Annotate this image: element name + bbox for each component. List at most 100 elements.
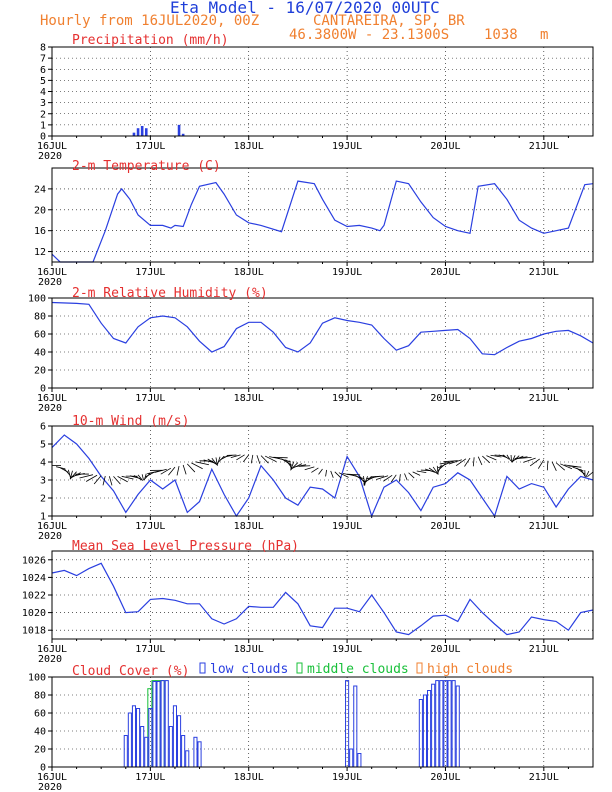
- rh-xtick-label: 20JUL: [430, 393, 460, 404]
- wind-arrow: [298, 465, 311, 467]
- precip-ytick-label: 0: [40, 132, 46, 143]
- wind-arrow: [256, 455, 261, 464]
- pressure-xtick-label: 20JUL: [430, 644, 460, 655]
- wind-arrow: [355, 474, 366, 483]
- pressure-ytick-label: 1022: [22, 591, 46, 602]
- wind-arrow: [108, 476, 113, 486]
- low-cloud-bar: [181, 735, 186, 768]
- wind-arrow: [443, 460, 458, 463]
- rh-xtick-label: 16JUL: [37, 393, 67, 404]
- wind-arrow: [334, 471, 342, 479]
- precip-bar: [132, 132, 136, 136]
- cloud-frame: [51, 676, 594, 768]
- pressure-ytick-label: 1020: [22, 608, 46, 619]
- wind-arrow: [63, 468, 71, 476]
- wind-arrow: [325, 469, 327, 477]
- wind-arrow: [242, 454, 250, 463]
- wind-arrow: [273, 456, 288, 459]
- pressure-xtick-label: 19JUL: [332, 644, 362, 655]
- wind-arrow: [437, 462, 450, 469]
- low-cloud-bar: [185, 750, 190, 768]
- cloud-ytick-label: 100: [28, 673, 46, 684]
- cloud-ytick-label: 40: [34, 727, 46, 738]
- wind-xtick-label: 19JUL: [332, 521, 362, 532]
- precip-year-label: 2020: [38, 151, 62, 162]
- cloud-xtick-label: 16JUL: [37, 772, 67, 783]
- wind-arrow: [514, 456, 528, 460]
- legend-swatch-0: [199, 662, 206, 674]
- wind-xtick-label: 18JUL: [234, 521, 264, 532]
- temp-year-label: 2020: [38, 277, 62, 288]
- cloud-xtick-label: 21JUL: [529, 772, 559, 783]
- pressure-xtick-label: 21JUL: [529, 644, 559, 655]
- wind-arrow: [137, 474, 144, 481]
- rh-year-label: 2020: [38, 403, 62, 414]
- elevation-value: 1038: [484, 27, 518, 43]
- precip-bar: [140, 125, 144, 136]
- low-cloud-bar: [152, 681, 157, 768]
- temp-series-line: [51, 180, 594, 263]
- low-cloud-bar: [172, 705, 178, 768]
- wind-arrow: [537, 459, 545, 469]
- precip-bar: [177, 124, 181, 136]
- wind-panel-title: 10-m Wind (m/s): [72, 414, 189, 429]
- low-cloud-bar: [197, 741, 202, 768]
- legend-swatch-2: [416, 662, 423, 674]
- pressure-series-line: [51, 562, 594, 636]
- wind-arrow: [133, 475, 143, 481]
- temp-ytick-label: 20: [34, 205, 46, 216]
- precip-ytick-label: 7: [40, 54, 46, 65]
- precip-ytick-label: 3: [40, 98, 46, 109]
- chart-title: Eta Model - 16/07/2020 00UTC: [170, 0, 440, 17]
- coordinates-label: 46.3800W - 23.1300S: [289, 27, 450, 43]
- wind-arrow: [370, 475, 385, 478]
- wind-arrow: [113, 476, 121, 485]
- low-cloud-bar: [131, 705, 137, 768]
- low-cloud-bar: [140, 726, 145, 768]
- wind-arrow: [215, 457, 218, 466]
- precip-ytick-label: 2: [40, 109, 46, 120]
- wind-arrow: [102, 475, 106, 486]
- low-cloud-bar: [349, 748, 354, 768]
- rh-ytick-label: 20: [34, 366, 46, 377]
- wind-arrow: [168, 466, 176, 476]
- wind-arrow: [318, 468, 323, 475]
- pressure-xtick-label: 18JUL: [234, 644, 264, 655]
- wind-arrow: [490, 454, 502, 458]
- wind-arrow: [68, 469, 71, 478]
- wind-arrow: [217, 456, 221, 465]
- legend-label-1: middle clouds: [307, 662, 409, 677]
- wind-ytick-label: 6: [40, 422, 46, 433]
- rh-panel-title: 2-m Relative Humidity (%): [72, 286, 268, 301]
- wind-arrow: [546, 460, 549, 471]
- legend-label-2: high clouds: [427, 662, 513, 677]
- wind-arrow: [236, 454, 245, 461]
- cloud-year-label: 2020: [38, 782, 62, 792]
- low-cloud-bar: [144, 736, 149, 768]
- wind-arrow: [338, 472, 349, 478]
- wind-arrow: [330, 470, 334, 478]
- wind-arrow: [290, 462, 299, 471]
- low-cloud-bar: [439, 680, 444, 768]
- precip-xtick-label: 16JUL: [37, 141, 67, 152]
- wind-arrow: [85, 474, 98, 482]
- wind-arrow: [311, 467, 319, 473]
- rh-xtick-label: 18JUL: [234, 393, 264, 404]
- wind-arrow: [304, 466, 315, 471]
- wind-arrow: [186, 463, 196, 473]
- precip-ytick-label: 5: [40, 76, 46, 87]
- run-info: Hourly from 16JUL2020, 00Z: [40, 13, 260, 29]
- wind-ytick-label: 1: [40, 512, 46, 523]
- wind-frame: [51, 425, 594, 517]
- wind-arrow: [448, 459, 462, 465]
- temp-frame: [51, 167, 594, 263]
- pressure-ytick-label: 1026: [22, 555, 46, 566]
- wind-series-line: [51, 434, 594, 518]
- low-cloud-bar: [451, 680, 456, 768]
- pressure-xtick-label: 17JUL: [135, 644, 165, 655]
- pressure-ytick-label: 1024: [22, 573, 46, 584]
- cloud-xtick-label: 17JUL: [135, 772, 165, 783]
- precip-frame: [51, 46, 594, 137]
- temp-panel-title: 2-m Temperature (C): [72, 159, 221, 174]
